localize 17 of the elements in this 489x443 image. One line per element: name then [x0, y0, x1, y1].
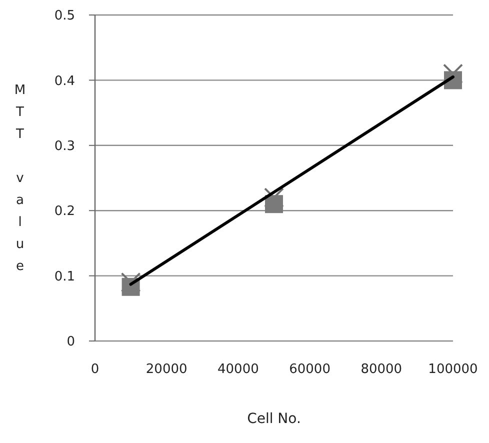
- x-axis-title: Cell No.: [247, 411, 301, 427]
- text: MTT value: [14, 83, 26, 274]
- y-tick-label: 0.3: [54, 138, 75, 154]
- y-tick-label: 0.2: [54, 204, 75, 220]
- point: [264, 188, 284, 208]
- x-tick-label: 0: [90, 362, 100, 377]
- x-tick-label: 80000: [360, 362, 402, 377]
- y-tick-label: 0.5: [54, 8, 75, 24]
- point: [120, 272, 141, 292]
- x-tick-label: 20000: [146, 362, 188, 377]
- y-tick-label: 0.1: [54, 269, 75, 284]
- y-tick-label: 0.4: [54, 74, 75, 89]
- x-tick-label: 40000: [218, 362, 259, 377]
- x-tick-label: 100000: [428, 362, 478, 377]
- point: [265, 195, 283, 214]
- y-tick-label: 0: [66, 334, 75, 350]
- x-tick-label: 60000: [289, 362, 330, 377]
